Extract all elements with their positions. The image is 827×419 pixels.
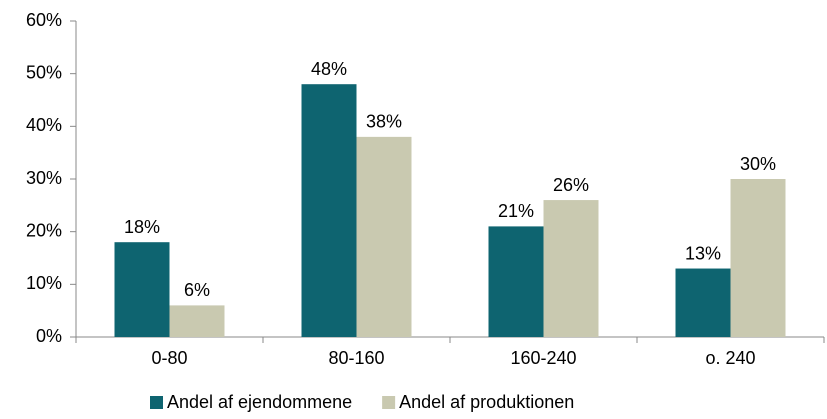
- data-label: 30%: [740, 154, 776, 174]
- x-tick-label: 0-80: [151, 348, 187, 368]
- bar: [730, 179, 786, 337]
- y-tick-label: 50%: [26, 62, 62, 82]
- legend-label: Andel af produktionen: [399, 392, 574, 412]
- x-tick-label: 80-160: [328, 348, 384, 368]
- bar: [675, 268, 731, 337]
- legend-label: Andel af ejendommene: [167, 392, 352, 412]
- bar: [169, 305, 225, 337]
- y-tick-label: 30%: [26, 168, 62, 188]
- y-tick-label: 20%: [26, 220, 62, 240]
- x-tick-label: o. 240: [705, 348, 755, 368]
- data-label: 21%: [498, 201, 534, 221]
- data-label: 48%: [311, 59, 347, 79]
- data-label: 18%: [124, 217, 160, 237]
- data-label: 13%: [685, 243, 721, 263]
- data-label: 38%: [366, 112, 402, 132]
- bar: [114, 242, 170, 337]
- legend-swatch: [382, 396, 396, 409]
- data-label: 26%: [553, 175, 589, 195]
- x-tick-label: 160-240: [510, 348, 576, 368]
- y-tick-label: 0%: [36, 326, 62, 346]
- legend-swatch: [150, 396, 163, 409]
- y-tick-label: 10%: [26, 273, 62, 293]
- data-label: 6%: [184, 280, 210, 300]
- y-tick-label: 60%: [26, 10, 62, 30]
- bar: [301, 84, 357, 337]
- bar: [356, 136, 412, 337]
- bar: [543, 200, 599, 337]
- y-tick-label: 40%: [26, 115, 62, 135]
- bar: [488, 226, 544, 337]
